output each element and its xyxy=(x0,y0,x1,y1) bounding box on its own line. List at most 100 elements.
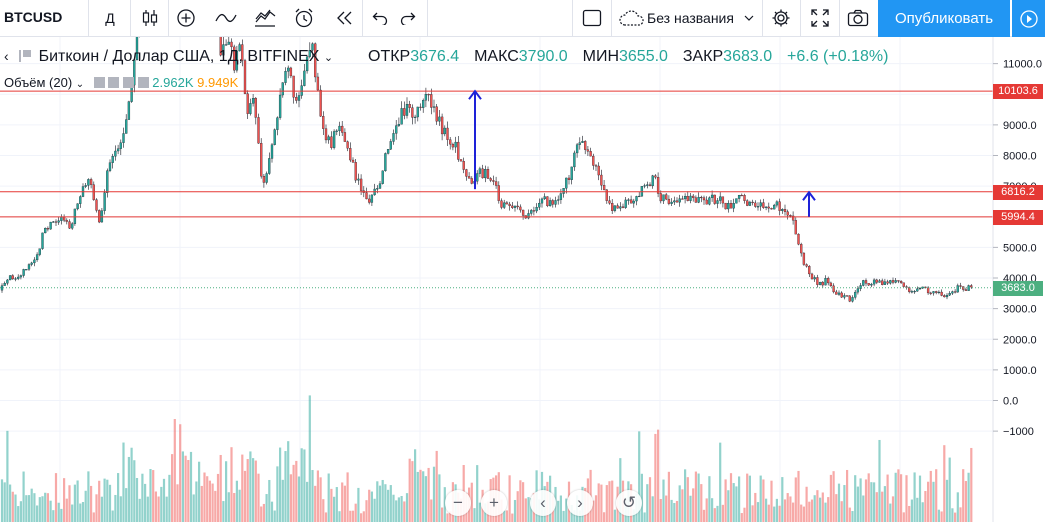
volume-bar xyxy=(135,478,139,522)
close-icon[interactable] xyxy=(137,77,149,88)
gear-icon[interactable] xyxy=(108,77,120,88)
zoom-out-button[interactable]: − xyxy=(445,490,471,516)
candle-body xyxy=(432,106,436,108)
chevron-down-icon[interactable]: ⌄ xyxy=(75,79,85,90)
candle-body xyxy=(289,67,293,77)
candle-body xyxy=(767,206,770,209)
undo-icon[interactable] xyxy=(368,0,392,36)
volume-value: 2.962K xyxy=(152,75,194,90)
interval-button[interactable]: Д xyxy=(105,10,115,26)
volume-bar xyxy=(427,467,430,522)
volume-bar xyxy=(565,498,568,522)
candle-body xyxy=(683,195,687,200)
symbol-search[interactable]: BTCUSD xyxy=(4,9,63,25)
candle-body xyxy=(411,107,414,118)
volume-legend[interactable]: Объём (20) ⌄ 2.962K 9.949K xyxy=(4,75,238,90)
play-icon[interactable] xyxy=(1012,0,1045,37)
alert-clock-icon[interactable] xyxy=(290,0,318,36)
candle-body xyxy=(916,288,919,292)
redo-icon[interactable] xyxy=(396,0,420,36)
plus-icon[interactable] xyxy=(123,77,135,88)
volume-bar xyxy=(940,511,943,522)
candle-body xyxy=(775,201,779,206)
volume-bar xyxy=(122,442,125,522)
candle-body xyxy=(805,264,808,267)
candle-body xyxy=(122,133,125,143)
flag-icon[interactable] xyxy=(19,50,32,62)
volume-bar xyxy=(384,484,387,522)
candle-body xyxy=(932,291,935,294)
candle-body xyxy=(662,194,665,202)
candle-body xyxy=(303,70,306,86)
chevron-down-icon[interactable] xyxy=(741,0,757,36)
candle-body xyxy=(403,108,406,116)
eye-icon[interactable] xyxy=(93,77,105,88)
chevron-down-icon[interactable]: ⌄ xyxy=(323,52,334,64)
reset-chart-button[interactable]: ↺ xyxy=(616,490,642,516)
volume-bar xyxy=(870,482,873,522)
scroll-right-button[interactable]: › xyxy=(567,490,593,516)
candle-body xyxy=(505,202,509,205)
y-tick-label: 9000.0 xyxy=(1003,120,1037,132)
candle-body xyxy=(794,220,797,235)
volume-bar xyxy=(311,470,314,522)
volume-bar xyxy=(160,486,163,522)
candle-body xyxy=(953,291,957,293)
volume-bar xyxy=(243,470,247,522)
volume-bar xyxy=(689,495,692,522)
publish-button[interactable]: Опубликовать xyxy=(878,0,1010,37)
series-legend[interactable]: ‹ Биткоин / Доллар США, 1Д, BITFINEX ⌄ О… xyxy=(4,48,888,66)
candle-body xyxy=(262,176,266,183)
candles-icon[interactable] xyxy=(136,0,164,36)
candle-body xyxy=(89,179,93,185)
candle-body xyxy=(929,292,932,294)
volume-bar xyxy=(716,505,719,522)
collapse-chevron-icon[interactable]: ‹ xyxy=(4,48,9,64)
candle-body xyxy=(859,285,862,289)
replay-icon[interactable] xyxy=(330,0,358,36)
scroll-left-button[interactable]: ‹ xyxy=(530,490,556,516)
expand-icon[interactable] xyxy=(806,0,834,36)
gear-icon[interactable] xyxy=(767,0,795,36)
candle-body xyxy=(781,209,784,211)
candle-body xyxy=(114,150,117,157)
fullscreen-box-icon[interactable] xyxy=(578,0,606,36)
arrow-head[interactable] xyxy=(802,190,816,201)
candle-body xyxy=(716,200,719,204)
low-label: МИН xyxy=(582,48,619,65)
price-axis[interactable]: −10000.01000.02000.03000.04000.05000.060… xyxy=(993,59,1043,439)
candle-body xyxy=(878,280,881,283)
volume-bar xyxy=(759,475,762,522)
volume-bar xyxy=(597,483,600,522)
layout-name[interactable]: Без названия xyxy=(647,10,734,26)
candle-body xyxy=(670,201,673,204)
last-price-label: 3683.0 xyxy=(993,280,1043,296)
candle-body xyxy=(764,206,768,208)
arrow-head[interactable] xyxy=(468,89,482,100)
level-price-label: 6816.2 xyxy=(993,184,1043,200)
volume-bar xyxy=(613,509,616,522)
candle-body xyxy=(238,44,241,52)
volume-bar xyxy=(79,503,82,522)
volume-bar xyxy=(168,474,171,522)
camera-icon[interactable] xyxy=(844,0,872,36)
volume-bar xyxy=(408,458,411,522)
volume-bar xyxy=(562,510,565,522)
volume-bar xyxy=(773,506,776,522)
cloud-icon[interactable] xyxy=(617,0,647,36)
candle-body xyxy=(330,136,333,148)
arrow-annotations[interactable] xyxy=(468,89,816,217)
price-chart[interactable]: −10000.01000.02000.03000.04000.05000.060… xyxy=(0,37,1045,522)
zoom-in-button[interactable]: + xyxy=(481,490,507,516)
candle-body xyxy=(322,116,325,129)
candle-body xyxy=(324,128,328,141)
horizontal-levels[interactable] xyxy=(0,90,993,289)
candle-body xyxy=(570,166,573,180)
compare-plus-icon[interactable] xyxy=(172,0,200,36)
indicators-icon[interactable] xyxy=(212,0,240,36)
volume-bar xyxy=(351,510,355,522)
volume-bar xyxy=(173,419,176,522)
volume-bar xyxy=(654,433,657,522)
candle-body xyxy=(311,43,314,51)
financials-icon[interactable] xyxy=(251,0,279,36)
